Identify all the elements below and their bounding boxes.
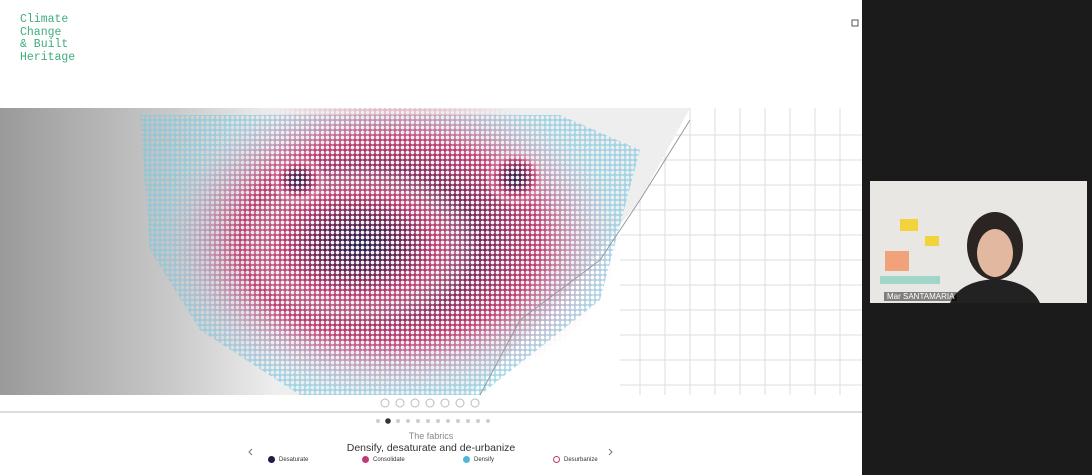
legend-item: Consolidate	[362, 456, 405, 463]
legend-item: Desurbanize	[553, 456, 598, 463]
logo-line: Heritage	[20, 50, 76, 64]
slide-pager[interactable]	[376, 418, 490, 424]
legend-item: Densify	[463, 456, 494, 463]
logo-line: Change	[20, 25, 62, 39]
coastline	[479, 119, 691, 396]
caption-title: Densify, desaturate and de-urbanize	[346, 442, 516, 454]
dot-field	[140, 85, 640, 395]
participant-name: Mar SANTAMARIA	[884, 292, 958, 301]
toolbar[interactable]	[380, 398, 480, 408]
prev-arrow[interactable]	[248, 448, 253, 456]
video-frame	[870, 181, 1087, 303]
fullscreen-icon[interactable]	[851, 19, 859, 27]
logo: Climate Change & Built Heritage	[20, 13, 76, 64]
legend-label: Densify	[474, 456, 495, 463]
logo-line: Climate	[20, 13, 69, 26]
participant-video: Mar SANTAMARIA	[870, 181, 1087, 303]
legend-label: Desurbanize	[564, 456, 598, 463]
next-arrow[interactable]	[608, 448, 613, 456]
legend-label: Consolidate	[373, 456, 405, 463]
map-canvas	[0, 19, 862, 456]
map-grid	[620, 108, 862, 395]
caption-kicker: The fabrics	[408, 431, 454, 441]
slide: Climate Change & Built Heritage	[0, 0, 862, 475]
legend-item: Desaturate	[268, 456, 308, 463]
legend-label: Desaturate	[279, 456, 309, 463]
logo-line: & Built	[20, 38, 69, 51]
